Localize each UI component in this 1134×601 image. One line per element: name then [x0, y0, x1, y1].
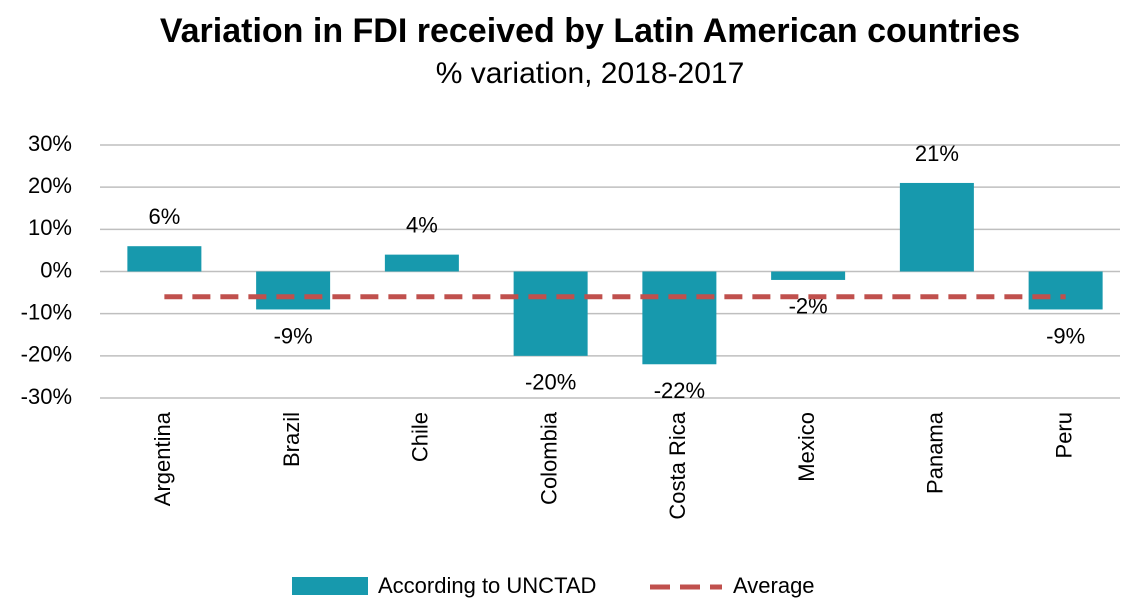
y-tick-label: 0% — [40, 257, 72, 282]
value-label: -22% — [654, 378, 705, 403]
bar — [256, 271, 331, 310]
legend-swatch — [292, 577, 368, 595]
y-tick-label: -20% — [21, 342, 72, 367]
bar — [642, 271, 717, 365]
value-label: -20% — [525, 370, 576, 395]
x-tick-label: Brazil — [279, 412, 304, 467]
bar — [127, 246, 202, 272]
value-label: -9% — [274, 323, 313, 348]
y-tick-label: 10% — [28, 215, 72, 240]
x-tick-label: Panama — [923, 411, 948, 494]
x-tick-label: Mexico — [794, 412, 819, 482]
bar — [384, 254, 459, 272]
bar — [513, 271, 588, 356]
value-label: 4% — [406, 212, 438, 237]
x-tick-label: Chile — [408, 412, 433, 462]
chart-title: Variation in FDI received by Latin Ameri… — [160, 12, 1020, 50]
chart-subtitle: % variation, 2018-2017 — [436, 57, 745, 90]
x-tick-label: Argentina — [150, 411, 175, 506]
bar — [1028, 271, 1103, 310]
value-label: 6% — [148, 204, 180, 229]
y-tick-label: -10% — [21, 299, 72, 324]
y-tick-label: 20% — [28, 173, 72, 198]
value-label: 21% — [915, 141, 959, 166]
y-tick-label: 30% — [28, 131, 72, 156]
legend-label: Average — [733, 573, 815, 598]
x-tick-label: Costa Rica — [665, 411, 690, 519]
bar — [899, 182, 974, 272]
value-label: -9% — [1046, 323, 1085, 348]
x-tick-label: Colombia — [536, 411, 561, 505]
bar — [771, 271, 846, 280]
legend-label: According to UNCTAD — [378, 573, 596, 598]
y-tick-label: -30% — [21, 384, 72, 409]
x-tick-label: Peru — [1051, 412, 1076, 458]
